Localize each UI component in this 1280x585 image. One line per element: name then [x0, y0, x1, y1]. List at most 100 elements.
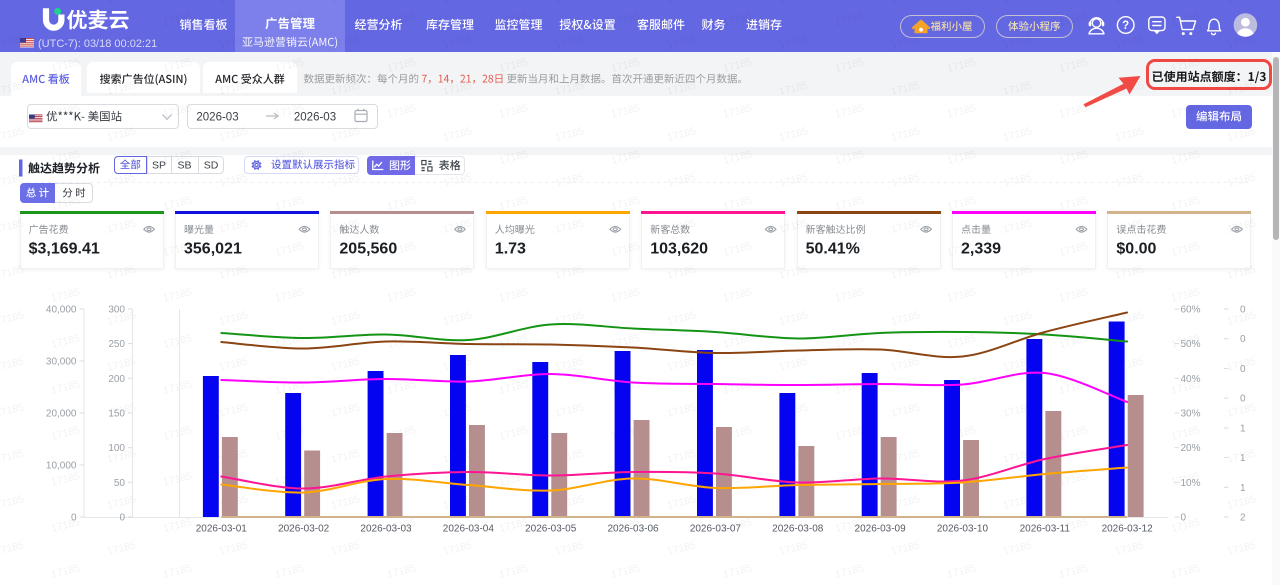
- svg-text:17185: 17185: [778, 125, 809, 144]
- svg-text:$3,169.41: $3,169.41: [29, 241, 100, 258]
- svg-text:17185: 17185: [610, 148, 641, 167]
- svg-text:10,000: 10,000: [46, 461, 77, 472]
- svg-text:17185: 17185: [330, 447, 361, 466]
- svg-text:17185: 17185: [218, 401, 249, 420]
- svg-text:17185: 17185: [330, 263, 361, 282]
- svg-text:17185: 17185: [498, 286, 529, 305]
- svg-text:200: 200: [108, 374, 125, 385]
- svg-text:17185: 17185: [834, 286, 865, 305]
- svg-text:17185: 17185: [666, 401, 697, 420]
- svg-text:17185: 17185: [1226, 263, 1257, 282]
- svg-text:2026-03-04: 2026-03-04: [443, 524, 495, 535]
- svg-text:17185: 17185: [498, 424, 529, 443]
- svg-text:17185: 17185: [106, 217, 137, 236]
- svg-text:17185: 17185: [554, 401, 585, 420]
- svg-text:17185: 17185: [106, 171, 137, 190]
- svg-text:17185: 17185: [0, 79, 25, 98]
- svg-text:17185: 17185: [50, 332, 81, 351]
- svg-text:17185: 17185: [1058, 562, 1089, 581]
- svg-text:17185: 17185: [722, 56, 753, 75]
- svg-text:2: 2: [1240, 513, 1246, 524]
- svg-text:SB: SB: [177, 159, 191, 171]
- svg-text:17185: 17185: [946, 194, 977, 213]
- svg-text:250: 250: [108, 339, 125, 350]
- svg-text:17185: 17185: [1170, 148, 1201, 167]
- svg-text:17185: 17185: [218, 539, 249, 558]
- svg-text:17185: 17185: [946, 102, 977, 121]
- svg-text:17185: 17185: [1002, 0, 1033, 6]
- svg-text:17185: 17185: [0, 309, 25, 328]
- svg-text:0: 0: [1240, 305, 1246, 316]
- svg-text:17185: 17185: [1114, 171, 1145, 190]
- svg-text:17185: 17185: [890, 171, 921, 190]
- svg-text:17185: 17185: [666, 171, 697, 190]
- svg-text:17185: 17185: [1170, 194, 1201, 213]
- svg-text:17185: 17185: [666, 447, 697, 466]
- svg-text:17185: 17185: [610, 562, 641, 581]
- svg-text:17185: 17185: [330, 493, 361, 512]
- svg-text:17185: 17185: [162, 424, 193, 443]
- svg-text:17185: 17185: [610, 286, 641, 305]
- svg-text:356,021: 356,021: [184, 241, 242, 258]
- svg-text:17185: 17185: [50, 562, 81, 581]
- svg-text:17185: 17185: [498, 102, 529, 121]
- svg-text:205,560: 205,560: [339, 241, 397, 258]
- svg-text:17185: 17185: [218, 355, 249, 374]
- svg-text:17185: 17185: [442, 33, 473, 52]
- svg-text:SD: SD: [204, 159, 219, 171]
- svg-text:17185: 17185: [498, 194, 529, 213]
- svg-text:17185: 17185: [778, 539, 809, 558]
- svg-text:17185: 17185: [442, 263, 473, 282]
- svg-text:17185: 17185: [778, 33, 809, 52]
- svg-text:17185: 17185: [1114, 263, 1145, 282]
- svg-text:17185: 17185: [1114, 125, 1145, 144]
- svg-text:17185: 17185: [0, 355, 25, 374]
- svg-text:17185: 17185: [274, 194, 305, 213]
- svg-text:17185: 17185: [666, 125, 697, 144]
- svg-text:17185: 17185: [1170, 424, 1201, 443]
- svg-text:17185: 17185: [218, 0, 249, 6]
- svg-text:17185: 17185: [1002, 33, 1033, 52]
- svg-text:17185: 17185: [330, 539, 361, 558]
- svg-text:17185: 17185: [1002, 171, 1033, 190]
- svg-text:17185: 17185: [1058, 286, 1089, 305]
- svg-text:17185: 17185: [218, 217, 249, 236]
- svg-text:17185: 17185: [722, 286, 753, 305]
- svg-text:300: 300: [108, 304, 125, 315]
- svg-text:17185: 17185: [442, 539, 473, 558]
- svg-text:0: 0: [1240, 364, 1246, 375]
- svg-text:17185: 17185: [1002, 309, 1033, 328]
- svg-text:17185: 17185: [890, 33, 921, 52]
- svg-text:17185: 17185: [50, 424, 81, 443]
- svg-text:17185: 17185: [1170, 10, 1201, 29]
- svg-text:17185: 17185: [386, 102, 417, 121]
- svg-text:17185: 17185: [386, 378, 417, 397]
- svg-text:17185: 17185: [386, 286, 417, 305]
- svg-text:17185: 17185: [106, 263, 137, 282]
- svg-text:17185: 17185: [610, 194, 641, 213]
- svg-text:2026-03-09: 2026-03-09: [855, 524, 907, 535]
- svg-text:17185: 17185: [890, 79, 921, 98]
- svg-text:17185: 17185: [162, 332, 193, 351]
- svg-text:17185: 17185: [330, 125, 361, 144]
- svg-text:17185: 17185: [442, 171, 473, 190]
- svg-text:17185: 17185: [218, 263, 249, 282]
- svg-text:17185: 17185: [834, 194, 865, 213]
- svg-text:17185: 17185: [162, 470, 193, 489]
- svg-text:17185: 17185: [1226, 79, 1257, 98]
- svg-text:17185: 17185: [722, 240, 753, 259]
- svg-text:17185: 17185: [1226, 539, 1257, 558]
- svg-text:17185: 17185: [162, 194, 193, 213]
- svg-text:17185: 17185: [778, 0, 809, 6]
- svg-text:17185: 17185: [0, 125, 25, 144]
- svg-text:17185: 17185: [1114, 539, 1145, 558]
- svg-text:17185: 17185: [50, 378, 81, 397]
- svg-text:2026-03-12: 2026-03-12: [1102, 524, 1154, 535]
- svg-text:17185: 17185: [442, 125, 473, 144]
- svg-text:17185: 17185: [1226, 171, 1257, 190]
- svg-text:1: 1: [1240, 483, 1246, 494]
- svg-text:17185: 17185: [666, 263, 697, 282]
- svg-text:17185: 17185: [554, 171, 585, 190]
- svg-text:0: 0: [1240, 394, 1246, 405]
- svg-text:2026-03-10: 2026-03-10: [937, 524, 989, 535]
